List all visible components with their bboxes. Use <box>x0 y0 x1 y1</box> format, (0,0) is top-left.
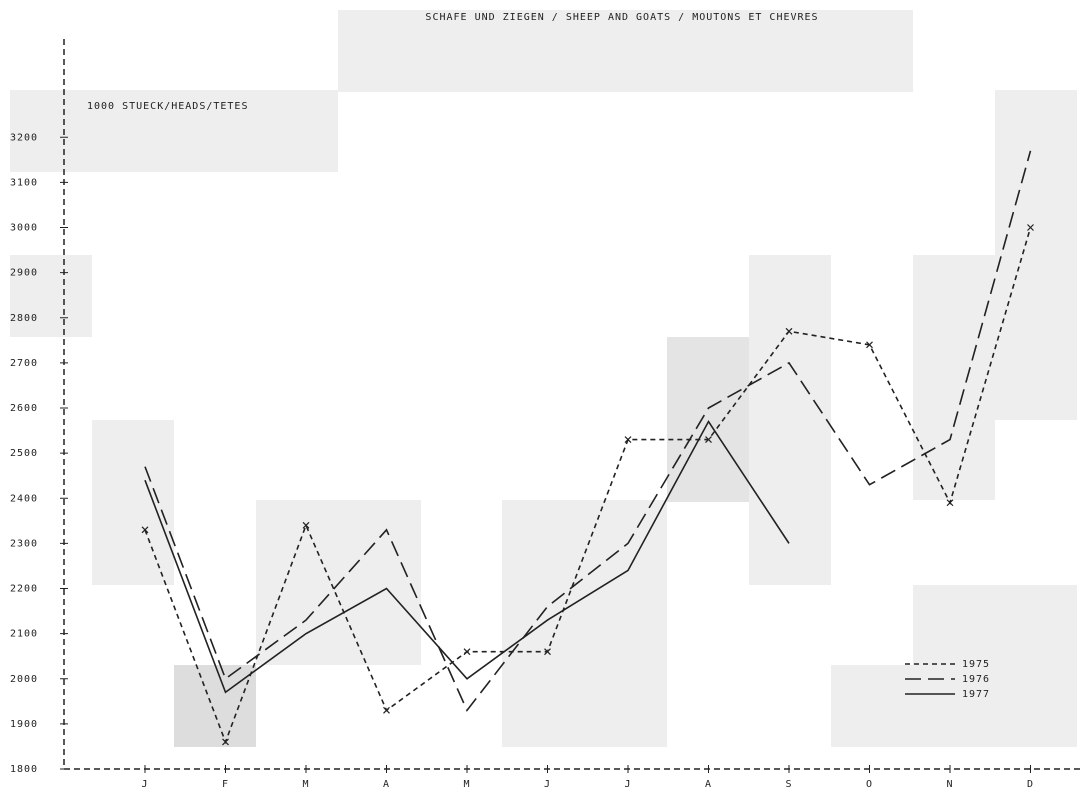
y-tick-label: 1800 <box>10 764 38 775</box>
point-marker <box>705 436 712 444</box>
y-tick-label: 2400 <box>10 493 38 504</box>
y-tick-label: 3000 <box>10 223 38 234</box>
y-tick-label: 3100 <box>10 177 38 188</box>
legend-label: 1977 <box>962 689 990 700</box>
y-tick-label: 2800 <box>10 313 38 324</box>
point-marker <box>1027 224 1034 231</box>
y-tick-label: 2500 <box>10 448 38 459</box>
x-tick-label: N <box>946 779 953 790</box>
x-tick-label: O <box>866 779 873 790</box>
point-marker <box>946 499 954 507</box>
x-tick-label: A <box>383 779 390 790</box>
point-marker <box>785 327 793 335</box>
point-marker <box>463 648 471 656</box>
x-tick-label: J <box>544 779 551 790</box>
series-line <box>144 150 1032 712</box>
x-tick-label: F <box>222 779 229 790</box>
point-marker <box>866 341 873 349</box>
x-tick-label: M <box>302 779 309 790</box>
x-tick-label: M <box>463 779 470 790</box>
x-tick-label: S <box>785 779 792 790</box>
point-marker <box>222 738 229 746</box>
x-tick-label: J <box>624 779 631 790</box>
y-tick-label: 1900 <box>10 719 38 730</box>
point-marker <box>141 526 149 534</box>
point-marker <box>544 648 551 656</box>
point-marker <box>624 436 632 444</box>
y-tick-label: 2100 <box>10 629 38 640</box>
y-tick-label: 2300 <box>10 538 38 549</box>
y-tick-label: 2200 <box>10 584 38 595</box>
y-tick-label: 2900 <box>10 268 38 279</box>
series-line <box>144 419 790 694</box>
chart-title: SCHAFE UND ZIEGEN / SHEEP AND GOATS / MO… <box>425 12 818 23</box>
y-tick-label: 2000 <box>10 674 38 685</box>
point-marker <box>302 521 310 529</box>
x-tick-label: D <box>1027 779 1034 790</box>
y-axis-label: 1000 STUECK/HEADS/TETES <box>87 101 248 112</box>
x-tick-label: A <box>705 779 712 790</box>
y-tick-label: 2700 <box>10 358 38 369</box>
x-tick-label: J <box>141 779 148 790</box>
point-marker <box>383 706 390 714</box>
legend-label: 1975 <box>962 659 990 670</box>
y-tick-label: 3200 <box>10 132 38 143</box>
legend-label: 1976 <box>962 674 990 685</box>
y-tick-label: 2600 <box>10 403 38 414</box>
background-blocks <box>10 10 1077 747</box>
